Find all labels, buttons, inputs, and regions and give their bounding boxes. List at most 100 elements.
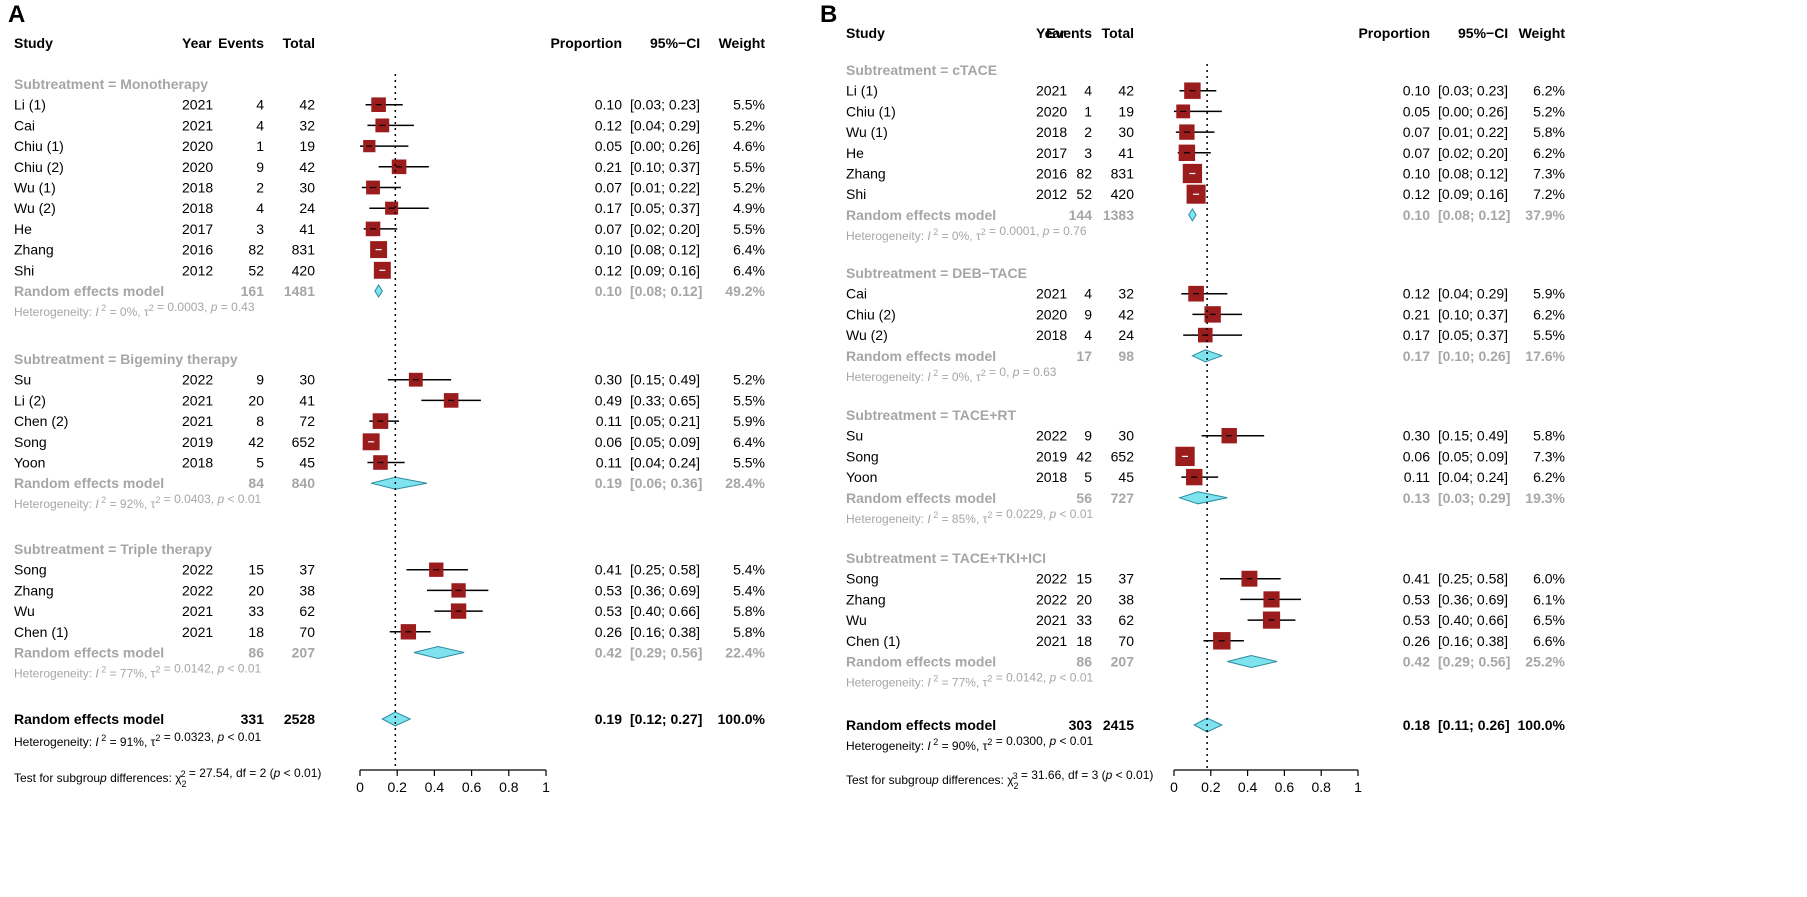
study-ci: [0.04; 0.24]: [1438, 469, 1508, 485]
study-year: 2018: [182, 200, 213, 216]
study-proportion: 0.11: [596, 455, 622, 471]
study-proportion: 0.30: [1403, 428, 1430, 444]
overall-label: Random effects model: [846, 717, 996, 733]
study-year: 2021: [182, 624, 213, 640]
study-ci: [0.09; 0.16]: [1438, 186, 1508, 202]
study-name: Wu (1): [14, 180, 56, 196]
model-label: Random effects model: [846, 654, 996, 670]
study-weight: 5.2%: [1533, 103, 1565, 119]
study-proportion: 0.06: [595, 434, 622, 450]
study-ci: [0.36; 0.69]: [1438, 591, 1508, 607]
header-weight: Weight: [1519, 25, 1566, 41]
study-proportion: 0.41: [595, 562, 622, 578]
study-events: 20: [1076, 591, 1092, 607]
header-total: Total: [1102, 25, 1134, 41]
study-name: Wu: [14, 603, 35, 619]
subgroup-title: Subtreatment = TACE+RT: [846, 407, 1017, 423]
subgroup-test: Test for subgroup differences: χ22 = 27.…: [14, 766, 321, 789]
study-weight: 7.3%: [1533, 448, 1565, 464]
study-name: Li (1): [14, 97, 46, 113]
study-name: Chiu (2): [14, 159, 64, 175]
study-events: 5: [1084, 469, 1092, 485]
study-name: Zhang: [14, 582, 54, 598]
x-tick-label: 1: [1354, 779, 1362, 795]
model-ci: [0.06; 0.36]: [630, 475, 702, 491]
study-events: 4: [1084, 327, 1092, 343]
study-proportion: 0.12: [1403, 286, 1430, 302]
study-name: Shi: [846, 186, 866, 202]
study-weight: 6.0%: [1533, 571, 1565, 587]
study-events: 9: [1084, 306, 1092, 322]
study-total: 32: [1118, 286, 1134, 302]
study-name: Zhang: [14, 242, 54, 258]
x-tick-label: 0.6: [1275, 779, 1295, 795]
overall-proportion: 0.18: [1403, 717, 1430, 733]
study-weight: 4.6%: [733, 138, 765, 154]
study-ci: [0.00; 0.26]: [1438, 103, 1508, 119]
model-label: Random effects model: [14, 645, 164, 661]
header-ci: 95%−CI: [1458, 25, 1508, 41]
study-total: 30: [1118, 428, 1134, 444]
study-proportion: 0.07: [1403, 124, 1430, 140]
study-year: 2022: [182, 582, 213, 598]
study-name: Su: [14, 372, 31, 388]
study-ci: [0.05; 0.09]: [1438, 448, 1508, 464]
study-name: He: [846, 145, 864, 161]
model-events: 84: [248, 475, 264, 491]
overall-diamond: [381, 711, 412, 727]
header-proportion: Proportion: [550, 35, 622, 51]
study-total: 652: [1111, 448, 1135, 464]
model-ci: [0.29; 0.56]: [630, 645, 702, 661]
study-ci: [0.10; 0.37]: [1438, 306, 1508, 322]
model-proportion: 0.42: [1403, 654, 1430, 670]
study-weight: 6.2%: [1533, 145, 1565, 161]
study-proportion: 0.10: [1403, 166, 1430, 182]
study-weight: 4.9%: [733, 200, 765, 216]
study-year: 2017: [1036, 145, 1067, 161]
header-proportion: Proportion: [1358, 25, 1430, 41]
study-ci: [0.05; 0.09]: [630, 434, 700, 450]
study-events: 33: [1076, 612, 1092, 628]
study-name: Chiu (1): [846, 103, 896, 119]
model-total: 207: [292, 645, 316, 661]
header-study: Study: [14, 35, 53, 51]
subgroup-title: Subtreatment = Bigeminy therapy: [14, 351, 238, 367]
model-label: Random effects model: [14, 475, 164, 491]
x-tick-label: 1: [542, 779, 550, 795]
x-tick-label: 0: [356, 779, 364, 795]
study-ci: [0.09; 0.16]: [630, 262, 700, 278]
study-proportion: 0.10: [595, 97, 622, 113]
study-proportion: 0.06: [1403, 448, 1430, 464]
study-proportion: 0.07: [1403, 145, 1430, 161]
study-ci: [0.36; 0.69]: [630, 582, 700, 598]
study-total: 45: [1118, 469, 1134, 485]
study-year: 2017: [182, 221, 213, 237]
subgroup-diamond: [1188, 207, 1197, 222]
study-name: He: [14, 221, 32, 237]
model-events: 161: [241, 283, 265, 299]
overall-ci: [0.11; 0.26]: [1438, 717, 1510, 733]
study-events: 20: [248, 392, 264, 408]
study-events: 9: [256, 159, 264, 175]
study-weight: 5.2%: [733, 372, 765, 388]
study-total: 831: [1111, 166, 1135, 182]
study-ci: [0.25; 0.58]: [1438, 571, 1508, 587]
study-name: Song: [846, 448, 879, 464]
study-proportion: 0.49: [595, 392, 622, 408]
study-ci: [0.00; 0.26]: [630, 138, 700, 154]
x-tick-label: 0.4: [425, 779, 445, 795]
study-total: 19: [1118, 103, 1134, 119]
study-year: 2012: [1036, 186, 1067, 202]
study-proportion: 0.21: [595, 159, 622, 175]
study-ci: [0.02; 0.20]: [630, 221, 700, 237]
study-ci: [0.33; 0.65]: [630, 392, 700, 408]
study-weight: 6.2%: [1533, 469, 1565, 485]
study-total: 72: [299, 413, 315, 429]
model-ci: [0.03; 0.29]: [1438, 490, 1510, 506]
subgroup-diamond: [371, 476, 428, 490]
study-proportion: 0.41: [1403, 571, 1430, 587]
subgroup-heterogeneity: Heterogeneity: I 2 = 77%, τ2 = 0.0142, p…: [846, 671, 1093, 690]
study-name: Wu (2): [846, 327, 888, 343]
study-weight: 6.2%: [1533, 83, 1565, 99]
study-total: 38: [1118, 591, 1134, 607]
